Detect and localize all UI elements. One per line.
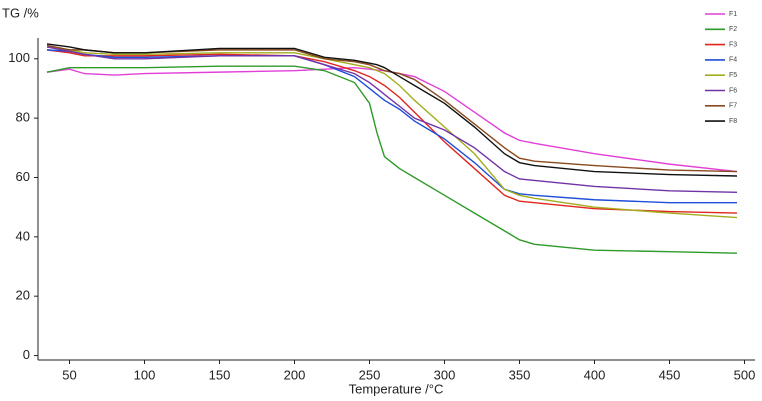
y-tick-label: 0 — [23, 347, 30, 362]
legend-label: F1 — [729, 11, 737, 18]
legend-label: F7 — [729, 103, 737, 110]
x-tick-label: 150 — [209, 367, 231, 382]
x-tick-label: 450 — [659, 367, 681, 382]
series-line — [46, 49, 737, 204]
x-tick-label: 250 — [359, 367, 381, 382]
x-tick-label: 100 — [134, 367, 156, 382]
x-tick-label: 50 — [62, 367, 76, 382]
series-line — [46, 49, 738, 214]
x-tick-label: 200 — [284, 367, 306, 382]
y-axis-label: TG /% — [2, 5, 39, 20]
y-tick-label: 20 — [16, 288, 30, 303]
legend-label: F8 — [729, 118, 737, 125]
series-line — [46, 65, 738, 254]
series-line — [46, 46, 738, 194]
legend-label: F3 — [729, 41, 737, 48]
series-line — [46, 43, 738, 177]
x-tick-label: 500 — [734, 367, 756, 382]
series-line — [46, 44, 738, 173]
series-line — [46, 66, 738, 173]
legend-label: F4 — [729, 57, 737, 64]
series-line — [46, 46, 738, 219]
legend-label: F6 — [729, 87, 737, 94]
y-tick-label: 100 — [8, 50, 30, 65]
y-tick-label: 60 — [16, 169, 30, 184]
x-tick-label: 400 — [584, 367, 606, 382]
x-tick-label: 300 — [434, 367, 456, 382]
x-axis-label: Temperature /°C — [349, 381, 444, 396]
y-tick-label: 80 — [16, 110, 30, 125]
x-tick-label: 350 — [509, 367, 531, 382]
legend-label: F2 — [729, 26, 737, 33]
legend-label: F5 — [729, 72, 737, 79]
y-tick-label: 40 — [16, 228, 30, 243]
